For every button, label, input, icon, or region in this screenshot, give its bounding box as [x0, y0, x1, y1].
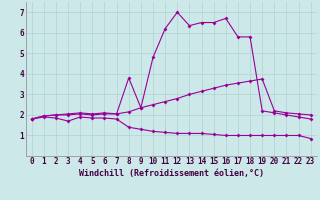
X-axis label: Windchill (Refroidissement éolien,°C): Windchill (Refroidissement éolien,°C): [79, 169, 264, 178]
